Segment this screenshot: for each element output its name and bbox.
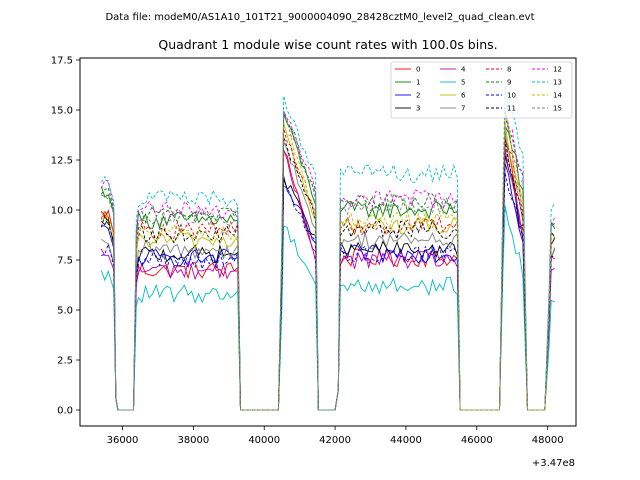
y-axis: 0.0 2.5 5.0 7.5 10.0 12.5 15.0 17.5 xyxy=(51,56,80,417)
series-line-8 xyxy=(100,128,556,411)
series-line-14 xyxy=(101,112,556,411)
series-line-13 xyxy=(100,85,556,411)
y-tick-label: 12.5 xyxy=(51,156,73,167)
x-tick-label: 44000 xyxy=(390,435,422,446)
legend-label-11: 11 xyxy=(507,105,516,113)
y-tick-label: 7.5 xyxy=(57,256,73,267)
y-tick-label: 0.0 xyxy=(57,406,73,417)
series-line-10 xyxy=(101,172,555,411)
y-tick-label: 15.0 xyxy=(51,106,73,117)
legend-label-4: 4 xyxy=(461,66,466,74)
series-line-15 xyxy=(101,110,555,411)
series-line-2 xyxy=(101,163,556,411)
x-tick-label: 48000 xyxy=(532,435,564,446)
series-line-4 xyxy=(100,148,555,411)
y-tick-label: 2.5 xyxy=(57,356,73,367)
x-tick-label: 36000 xyxy=(107,435,139,446)
legend-label-1: 1 xyxy=(416,79,420,87)
y-tick-label: 17.5 xyxy=(51,56,73,67)
x-tick-label: 42000 xyxy=(319,435,351,446)
legend-label-3: 3 xyxy=(416,105,420,113)
series-layer xyxy=(100,85,556,411)
legend-label-7: 7 xyxy=(461,105,465,113)
x-offset-label: +3.47e8 xyxy=(532,458,575,469)
legend-label-5: 5 xyxy=(461,79,465,87)
legend-label-8: 8 xyxy=(507,66,511,74)
legend-label-12: 12 xyxy=(553,66,562,74)
legend-label-2: 2 xyxy=(416,92,420,100)
data-file-label: Data file: modeM0/AS1A10_101T21_90000040… xyxy=(105,12,534,23)
x-tick-label: 40000 xyxy=(248,435,280,446)
legend-label-9: 9 xyxy=(507,79,511,87)
y-tick-label: 5.0 xyxy=(57,306,73,317)
plot-frame xyxy=(79,57,577,427)
y-tick-label: 10.0 xyxy=(51,206,73,217)
legend-label-10: 10 xyxy=(507,92,516,100)
legend-label-15: 15 xyxy=(553,105,562,113)
legend-label-6: 6 xyxy=(461,92,466,100)
x-tick-label: 38000 xyxy=(177,435,209,446)
series-line-9 xyxy=(100,111,555,411)
legend-label-14: 14 xyxy=(553,92,562,100)
legend-label-0: 0 xyxy=(416,66,420,74)
series-line-6 xyxy=(101,122,556,411)
legend-label-13: 13 xyxy=(553,79,562,87)
series-line-7 xyxy=(101,130,556,411)
series-line-1 xyxy=(100,113,556,411)
chart-title: Quadrant 1 module wise count rates with … xyxy=(158,37,497,52)
x-tick-label: 46000 xyxy=(461,435,493,446)
x-axis: 36000 38000 40000 42000 44000 46000 48000 xyxy=(107,426,564,446)
series-line-12 xyxy=(100,107,556,411)
legend-box xyxy=(390,61,573,119)
